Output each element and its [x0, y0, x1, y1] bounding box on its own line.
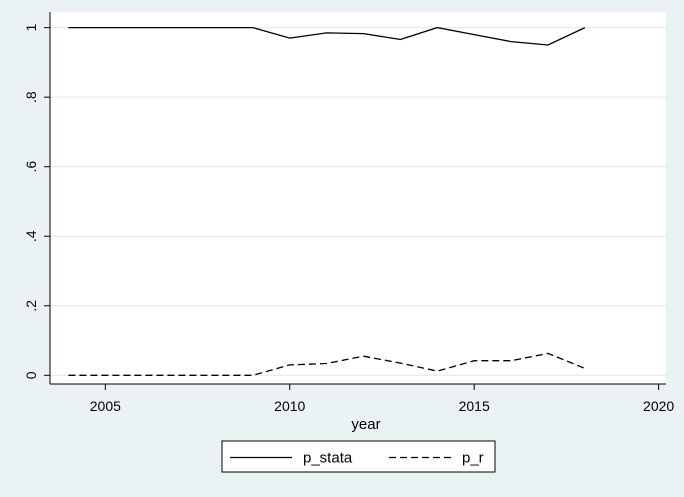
y-tick-label-2: .4 [23, 230, 39, 242]
y-tick-label-1: .2 [23, 300, 39, 312]
legend: p_stata p_r [221, 440, 496, 473]
axes [49, 12, 666, 385]
y-tick-label-0: 0 [23, 371, 39, 379]
x-axis-ticks: 2005 2010 2015 2020 [90, 384, 674, 414]
x-tick-label-1: 2010 [274, 398, 305, 414]
series-line-p_stata [68, 26, 586, 46]
gridlines [50, 27, 666, 376]
y-tick-label-5: 1 [23, 24, 39, 32]
x-tick-label-3: 2020 [643, 398, 674, 414]
plot-area [50, 12, 666, 384]
legend-label-p_stata: p_stata [303, 450, 353, 467]
y-tick-label-3: .6 [23, 161, 39, 173]
legend-box [221, 440, 496, 473]
x-tick-label-0: 2005 [90, 398, 121, 414]
x-axis-title: year [351, 416, 380, 433]
legend-label-p_r: p_r [462, 450, 484, 467]
x-tick-label-2: 2015 [459, 398, 490, 414]
y-axis-ticks: 0 .2 .4 .6 .8 1 [23, 24, 50, 379]
series-lines [68, 26, 586, 376]
series-line-p_r [68, 352, 586, 376]
y-tick-label-4: .8 [23, 91, 39, 103]
